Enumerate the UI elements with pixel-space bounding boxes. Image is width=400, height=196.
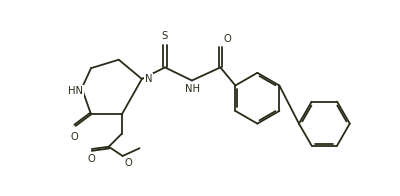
Text: O: O — [70, 132, 78, 142]
Text: HN: HN — [68, 86, 83, 96]
Text: O: O — [124, 158, 132, 168]
Text: O: O — [224, 34, 231, 44]
Text: N: N — [145, 74, 152, 84]
Text: S: S — [162, 31, 168, 41]
Text: NH: NH — [185, 84, 200, 94]
Text: O: O — [87, 154, 95, 164]
